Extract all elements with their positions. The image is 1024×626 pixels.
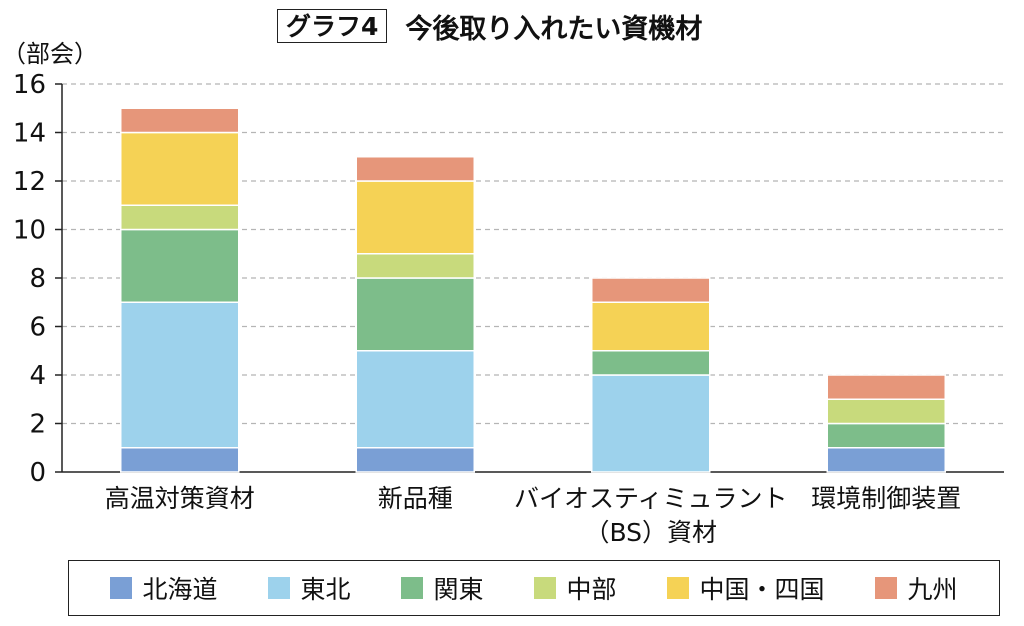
legend-label: 九州	[907, 575, 958, 604]
bar-segment	[591, 277, 711, 303]
legend-swatch	[534, 577, 557, 599]
legend-item: 九州	[875, 570, 958, 606]
x-tick-label-line2: （BS）資材	[584, 518, 717, 547]
y-tick-label: 8	[29, 264, 46, 294]
legend-swatch	[401, 577, 424, 599]
legend-label: 中国・四国	[699, 575, 825, 604]
bar-segment	[355, 156, 475, 182]
legend-label: 東北	[300, 575, 351, 604]
bar-segment	[355, 447, 475, 473]
stacked-bar-chart: 0 2 4 6 8 10 12 14 16 高温対策資材 新品種 バイオスティミュラント （BS）資材 環…	[13, 70, 1004, 547]
y-tick-label: 0	[29, 458, 46, 488]
chart-title-label: グラフ4	[277, 9, 388, 43]
y-tick-label: 6	[29, 313, 46, 343]
y-tick-label: 16	[13, 70, 46, 100]
legend-label: 北海道	[142, 575, 218, 604]
bar-segment	[355, 180, 475, 255]
legend-item: 北海道	[110, 570, 218, 606]
bar-segment	[591, 374, 711, 473]
bar-segment	[826, 422, 946, 449]
legend-item: 関東	[401, 570, 484, 606]
bar-segment	[826, 398, 946, 425]
x-tick-label: 高温対策資材	[105, 484, 255, 513]
chart-legend: 北海道 東北 関東 中部 中国・四国 九州	[68, 560, 1000, 616]
legend-swatch	[667, 577, 690, 599]
chart-title: グラフ4 今後取り入れたい資機材	[277, 6, 702, 46]
bar-segment	[120, 447, 240, 473]
bar-segment	[355, 277, 475, 352]
legend-label: 関東	[433, 575, 484, 604]
legend-swatch	[110, 577, 133, 599]
bar-segment	[826, 447, 946, 473]
y-tick-label: 14	[13, 119, 46, 149]
bar-segment	[120, 228, 240, 303]
legend-item: 中国・四国	[667, 570, 825, 606]
x-tick-label: 環境制御装置	[811, 484, 961, 513]
bar-segment	[355, 253, 475, 279]
x-tick-label: バイオスティミュラント	[514, 484, 788, 513]
legend-item: 東北	[268, 570, 351, 606]
legend-label: 中部	[566, 575, 617, 604]
chart-title-text: 今後取り入れたい資機材	[405, 13, 703, 45]
bar-segment	[120, 204, 240, 231]
bar-segment	[120, 107, 240, 134]
bar-segment	[120, 301, 240, 449]
legend-swatch	[268, 577, 291, 599]
y-tick-label: 4	[29, 361, 46, 391]
bar-segment	[120, 131, 240, 206]
y-tick-label: 10	[13, 216, 46, 246]
y-axis-label: （部会）	[2, 40, 98, 68]
bar-segment	[826, 374, 946, 400]
x-tick-label: 新品種	[378, 484, 453, 513]
y-tick-label: 2	[29, 410, 46, 440]
legend-swatch	[875, 577, 898, 599]
bar-segment	[355, 350, 475, 449]
bar-segment	[591, 350, 711, 376]
legend-item: 中部	[534, 570, 617, 606]
bar-segment	[591, 301, 711, 352]
y-tick-label: 12	[13, 167, 46, 197]
